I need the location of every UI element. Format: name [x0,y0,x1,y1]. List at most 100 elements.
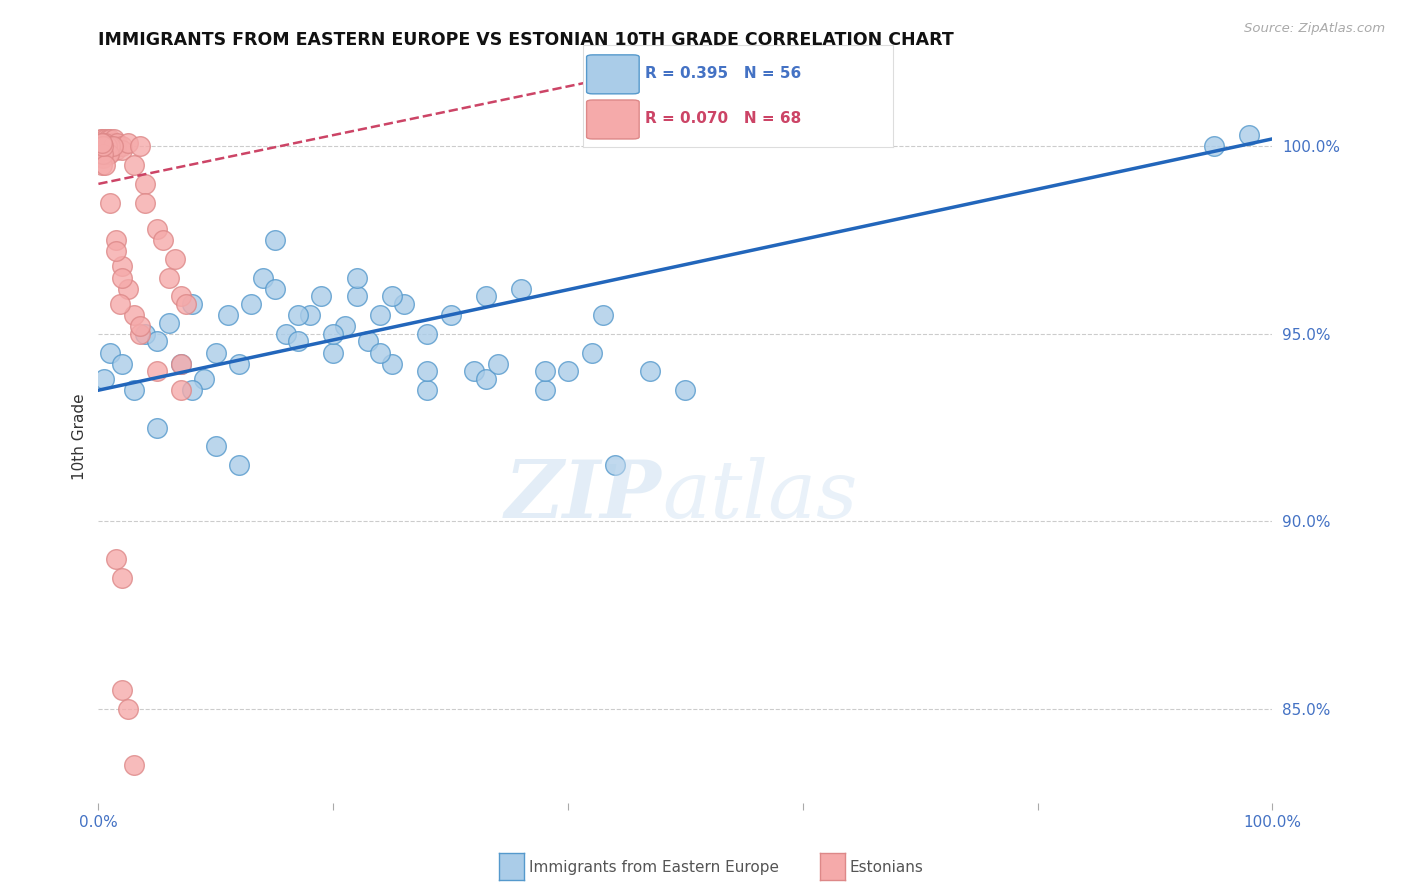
Point [91,136,114,150]
Point [475,289,498,303]
Text: Estonians: Estonians [849,861,924,875]
Point [128,319,150,334]
Point [97,136,120,150]
Point [122,758,145,772]
Point [103,132,125,146]
Point [475,372,498,386]
Point [98,143,121,157]
Point [105,139,128,153]
Point [117,136,139,150]
Point [93,143,115,157]
Point [98,345,121,359]
Point [638,364,661,378]
Point [557,364,579,378]
Point [287,308,309,322]
Point [169,383,191,397]
Point [240,297,263,311]
Point [93,372,115,386]
Point [98,139,121,153]
Point [105,143,128,157]
Point [510,282,533,296]
Point [463,364,485,378]
Point [416,326,439,341]
Point [1237,128,1260,142]
Point [101,139,124,153]
Point [94,139,117,153]
Point [440,308,463,322]
Point [98,136,121,150]
Point [122,308,145,322]
Point [100,139,122,153]
Text: atlas: atlas [662,457,858,534]
Point [169,357,191,371]
Point [381,289,404,303]
Text: Immigrants from Eastern Europe: Immigrants from Eastern Europe [529,861,779,875]
Point [311,289,333,303]
Point [105,233,128,247]
Point [592,308,614,322]
Point [381,357,404,371]
Point [181,297,204,311]
Point [346,270,368,285]
Point [228,458,250,473]
Point [368,345,391,359]
Point [111,139,134,153]
Point [98,147,121,161]
Point [94,158,117,172]
Point [101,136,124,150]
Point [357,334,380,349]
Point [416,364,439,378]
Point [97,132,120,146]
Point [392,297,415,311]
Point [581,345,603,359]
Point [91,139,114,153]
Point [111,143,134,157]
Point [134,326,156,341]
Point [134,195,156,210]
Point [205,345,228,359]
Point [152,233,174,247]
Point [91,151,114,165]
Point [98,195,121,210]
Point [93,136,115,150]
Point [96,139,118,153]
Point [91,147,114,161]
Point [91,143,114,157]
Point [322,326,344,341]
Point [322,345,344,359]
Text: R = 0.070   N = 68: R = 0.070 N = 68 [645,111,801,126]
Point [134,177,156,191]
Point [533,364,555,378]
Text: Source: ZipAtlas.com: Source: ZipAtlas.com [1244,22,1385,36]
Point [91,147,114,161]
Point [105,136,128,150]
Text: ZIP: ZIP [505,457,662,534]
Point [111,571,134,585]
Point [263,233,285,247]
Point [157,316,180,330]
Point [368,308,391,322]
Point [163,252,186,266]
Point [91,136,114,150]
Point [105,244,128,259]
Point [228,357,250,371]
Point [111,357,134,371]
Point [128,326,150,341]
Point [111,270,134,285]
Point [94,132,117,146]
Point [169,357,191,371]
Point [146,222,169,236]
Point [263,282,285,296]
Point [90,132,112,146]
Point [108,297,131,311]
Point [205,440,228,454]
Point [122,158,145,172]
Point [146,364,169,378]
Text: R = 0.395   N = 56: R = 0.395 N = 56 [645,66,801,81]
Point [298,308,321,322]
Point [181,383,204,397]
Point [122,383,145,397]
Point [93,143,115,157]
Point [91,132,114,146]
Point [111,260,134,274]
